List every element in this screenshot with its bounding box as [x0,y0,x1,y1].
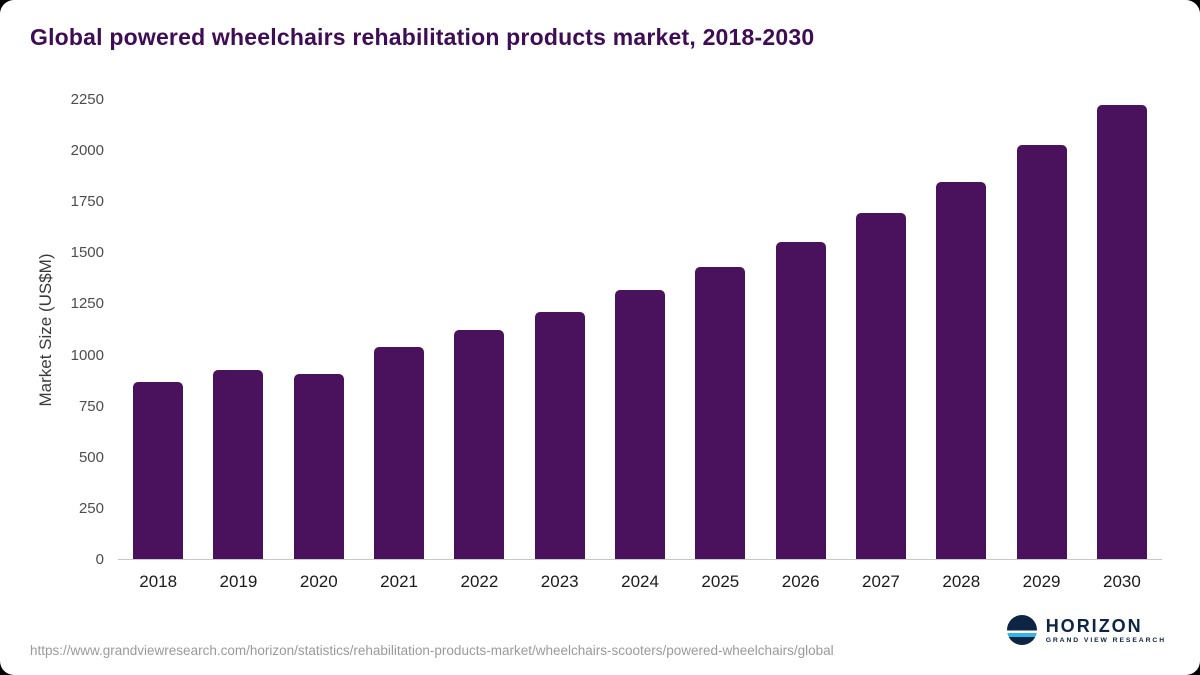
y-tick-2250: 2250 [70,91,104,108]
bar-cell-2027 [841,100,921,559]
bar-2021 [374,346,425,559]
y-tick-2000: 2000 [70,142,104,160]
x-label-2028: 2028 [942,572,981,591]
bar-2024 [615,289,666,559]
bar-cell-2026 [761,100,841,559]
bar-cell-2019 [198,100,278,559]
plot-area: Market Size (US$M) 0 250 500 750 1000 1250 150… [36,92,1162,591]
bar-cell-2025 [680,100,760,559]
bar-2020 [293,374,344,559]
bar-2029 [1016,144,1067,559]
horizon-logo-icon [1006,615,1037,645]
bar-cell-2021 [359,100,439,559]
y-tick-500: 500 [78,448,104,466]
bar-2027 [855,213,906,559]
y-tick-1750: 1750 [70,193,104,211]
bar-cell-2020 [279,100,359,559]
x-label-2023: 2023 [540,572,579,591]
bar-cell-2024 [600,100,680,559]
bars-row [118,100,1162,560]
x-label-2027: 2027 [862,572,900,591]
bar-2025 [695,267,746,559]
horizon-logo-text: HORIZON GRAND VIEW RESEARCH [1046,617,1166,644]
x-label-2019: 2019 [219,572,258,591]
logo-subtitle: GRAND VIEW RESEARCH [1045,636,1166,644]
x-label-2029: 2029 [1022,572,1061,591]
bar-2022 [454,329,505,559]
bar-cell-2030 [1082,100,1162,559]
y-tick-0: 0 [95,551,104,568]
x-label-2030: 2030 [1102,572,1141,591]
bar-2023 [534,312,585,559]
x-label-2025: 2025 [701,572,740,591]
x-axis-labels: 2018 2019 2020 2021 2022 2023 2024 2025 2026 2027… [118,560,1162,592]
x-label-2018: 2018 [139,572,178,591]
source-url: https://www.grandviewresearch.com/horizo… [30,642,834,658]
bar-cell-2028 [921,100,1001,559]
bar-cell-2018 [118,100,198,559]
horizon-logo: HORIZON GRAND VIEW RESEARCH [1006,615,1166,645]
x-label-2020: 2020 [299,572,338,591]
bar-2026 [775,241,826,559]
y-axis-title: Market Size (US$M) [36,253,55,407]
bar-cell-2022 [439,100,519,559]
bar-2030 [1096,105,1147,559]
bar-2028 [936,181,987,559]
page-title: Global powered wheelchairs rehabilitatio… [30,24,815,50]
bar-cell-2029 [1001,100,1081,559]
y-tick-250: 250 [78,499,104,517]
x-label-2022: 2022 [460,572,499,591]
bar-2018 [133,381,184,559]
bar-cell-2023 [520,100,600,559]
logo-title: HORIZON [1045,615,1143,636]
x-label-2024: 2024 [621,572,659,591]
x-label-2021: 2021 [380,572,418,591]
bar-2019 [213,370,264,559]
x-label-2026: 2026 [781,572,820,591]
